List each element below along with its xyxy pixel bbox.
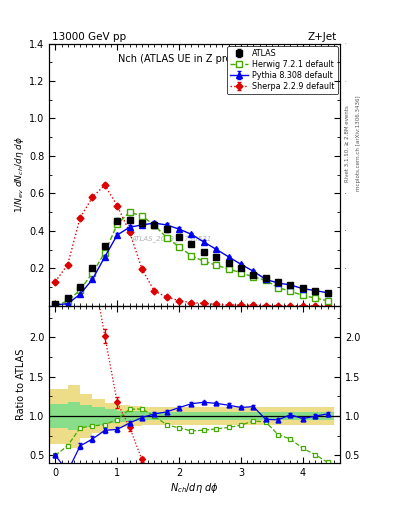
- Herwig 7.2.1 default: [103, 249, 107, 255]
- Herwig 7.2.1 default: [177, 244, 182, 250]
- Herwig 7.2.1 default: [53, 302, 58, 308]
- Herwig 7.2.1 default: [164, 234, 169, 241]
- Herwig 7.2.1 default: [251, 274, 256, 280]
- Herwig 7.2.1 default: [152, 222, 157, 228]
- Text: ATLAS_2019_I1736531: ATLAS_2019_I1736531: [131, 236, 211, 242]
- Legend: ATLAS, Herwig 7.2.1 default, Pythia 8.308 default, Sherpa 2.2.9 default: ATLAS, Herwig 7.2.1 default, Pythia 8.30…: [227, 46, 338, 94]
- Y-axis label: Ratio to ATLAS: Ratio to ATLAS: [16, 349, 26, 420]
- Herwig 7.2.1 default: [189, 252, 194, 259]
- Herwig 7.2.1 default: [78, 287, 83, 293]
- Herwig 7.2.1 default: [313, 295, 318, 301]
- Herwig 7.2.1 default: [202, 258, 206, 264]
- Text: Rivet 3.1.10, ≥ 2.8M events: Rivet 3.1.10, ≥ 2.8M events: [345, 105, 350, 182]
- Herwig 7.2.1 default: [65, 298, 70, 304]
- Herwig 7.2.1 default: [214, 262, 219, 268]
- Herwig 7.2.1 default: [127, 209, 132, 215]
- Text: Z+Jet: Z+Jet: [308, 32, 337, 42]
- Text: 13000 GeV pp: 13000 GeV pp: [52, 32, 126, 42]
- Herwig 7.2.1 default: [276, 285, 281, 291]
- Herwig 7.2.1 default: [140, 213, 144, 219]
- Herwig 7.2.1 default: [226, 266, 231, 272]
- Herwig 7.2.1 default: [115, 221, 119, 227]
- Herwig 7.2.1 default: [325, 297, 330, 304]
- Herwig 7.2.1 default: [263, 277, 268, 283]
- Y-axis label: $1/N_{ev}\ dN_{ch}/d\eta\ d\phi$: $1/N_{ev}\ dN_{ch}/d\eta\ d\phi$: [13, 136, 26, 214]
- Herwig 7.2.1 default: [288, 288, 293, 294]
- Text: Nch (ATLAS UE in Z production): Nch (ATLAS UE in Z production): [118, 54, 272, 64]
- Herwig 7.2.1 default: [301, 292, 305, 298]
- X-axis label: $N_{ch}/d\eta\ d\phi$: $N_{ch}/d\eta\ d\phi$: [170, 481, 219, 495]
- Line: Herwig 7.2.1 default: Herwig 7.2.1 default: [53, 209, 331, 308]
- Herwig 7.2.1 default: [90, 270, 95, 276]
- Herwig 7.2.1 default: [239, 270, 243, 276]
- Text: mcplots.cern.ch [arXiv:1306.3436]: mcplots.cern.ch [arXiv:1306.3436]: [356, 96, 361, 191]
